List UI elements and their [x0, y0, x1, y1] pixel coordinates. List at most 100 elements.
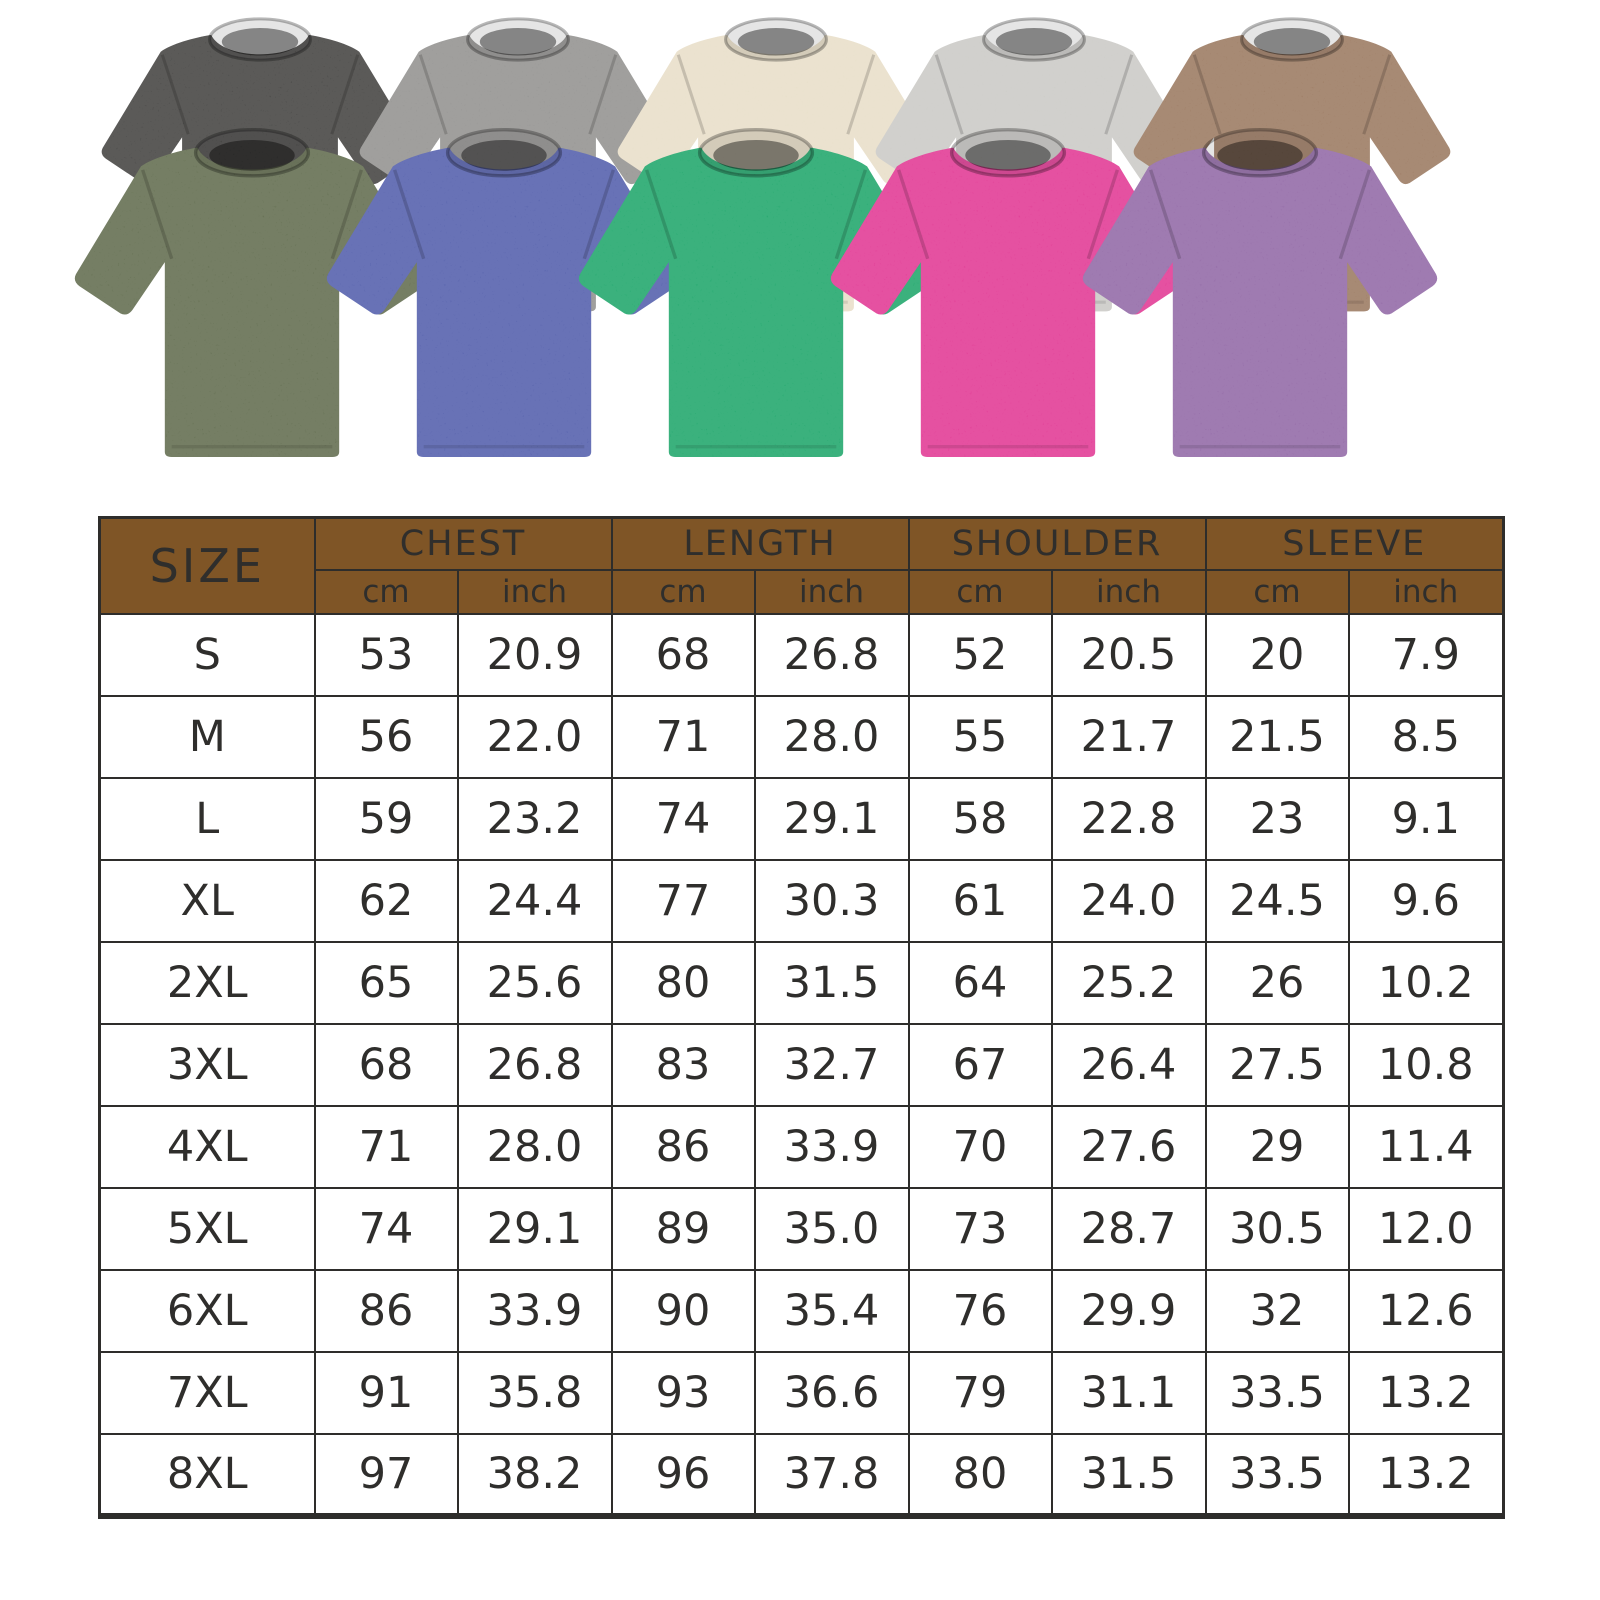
value-cell: 35.8	[456, 1350, 613, 1435]
size-cell: 8XL	[98, 1432, 316, 1517]
value-cell: 73	[907, 1186, 1053, 1271]
value-cell: 24.5	[1204, 858, 1350, 943]
header-group-row: SIZE CHEST LENGTH SHOULDER SLEEVE	[98, 516, 1505, 615]
value-cell: 52	[907, 612, 1053, 697]
value-cell: 32	[1204, 1268, 1350, 1353]
value-cell: 26.4	[1050, 1022, 1207, 1107]
table-row: 5XL 74 29.1 89 35.0 73 28.7 30.5 12.0	[98, 1186, 1505, 1271]
size-cell: S	[98, 612, 316, 697]
value-cell: 86	[610, 1104, 756, 1189]
value-cell: 97	[313, 1432, 459, 1517]
value-cell: 28.0	[456, 1104, 613, 1189]
value-cell: 71	[313, 1104, 459, 1189]
unit-chest-inch: inch	[456, 568, 613, 615]
value-cell: 10.8	[1347, 1022, 1505, 1107]
value-cell: 30.3	[753, 858, 910, 943]
value-cell: 28.7	[1050, 1186, 1207, 1271]
header-shoulder: SHOULDER	[907, 516, 1207, 571]
value-cell: 11.4	[1347, 1104, 1505, 1189]
value-cell: 80	[610, 940, 756, 1025]
value-cell: 55	[907, 694, 1053, 779]
value-cell: 35.4	[753, 1268, 910, 1353]
value-cell: 27.5	[1204, 1022, 1350, 1107]
value-cell: 32.7	[753, 1022, 910, 1107]
size-cell: 7XL	[98, 1350, 316, 1435]
value-cell: 20	[1204, 612, 1350, 697]
value-cell: 24.0	[1050, 858, 1207, 943]
value-cell: 91	[313, 1350, 459, 1435]
table-row: 4XL 71 28.0 86 33.9 70 27.6 29 11.4	[98, 1104, 1505, 1189]
value-cell: 9.1	[1347, 776, 1505, 861]
unit-chest-cm: cm	[313, 568, 459, 615]
value-cell: 29.1	[753, 776, 910, 861]
value-cell: 79	[907, 1350, 1053, 1435]
value-cell: 29.9	[1050, 1268, 1207, 1353]
value-cell: 80	[907, 1432, 1053, 1517]
value-cell: 56	[313, 694, 459, 779]
value-cell: 26.8	[456, 1022, 613, 1107]
value-cell: 12.6	[1347, 1268, 1505, 1353]
value-cell: 10.2	[1347, 940, 1505, 1025]
value-cell: 70	[907, 1104, 1053, 1189]
value-cell: 22.0	[456, 694, 613, 779]
value-cell: 13.2	[1347, 1350, 1505, 1435]
value-cell: 33.9	[753, 1104, 910, 1189]
size-cell: L	[98, 776, 316, 861]
value-cell: 33.9	[456, 1268, 613, 1353]
value-cell: 23.2	[456, 776, 613, 861]
header-sleeve: SLEEVE	[1204, 516, 1505, 571]
size-cell: 2XL	[98, 940, 316, 1025]
value-cell: 30.5	[1204, 1186, 1350, 1271]
value-cell: 28.0	[753, 694, 910, 779]
value-cell: 8.5	[1347, 694, 1505, 779]
value-cell: 35.0	[753, 1186, 910, 1271]
value-cell: 65	[313, 940, 459, 1025]
value-cell: 90	[610, 1268, 756, 1353]
value-cell: 25.2	[1050, 940, 1207, 1025]
header-length: LENGTH	[610, 516, 910, 571]
table-row: M 56 22.0 71 28.0 55 21.7 21.5 8.5	[98, 694, 1505, 779]
unit-shoulder-inch: inch	[1050, 568, 1207, 615]
header-size: SIZE	[98, 516, 316, 615]
value-cell: 26.8	[753, 612, 910, 697]
table-row: XL 62 24.4 77 30.3 61 24.0 24.5 9.6	[98, 858, 1505, 943]
value-cell: 26	[1204, 940, 1350, 1025]
table-row: L 59 23.2 74 29.1 58 22.8 23 9.1	[98, 776, 1505, 861]
value-cell: 29.1	[456, 1186, 613, 1271]
value-cell: 12.0	[1347, 1186, 1505, 1271]
value-cell: 20.5	[1050, 612, 1207, 697]
value-cell: 31.5	[1050, 1432, 1207, 1517]
value-cell: 25.6	[456, 940, 613, 1025]
table-row: 3XL 68 26.8 83 32.7 67 26.4 27.5 10.8	[98, 1022, 1505, 1107]
value-cell: 58	[907, 776, 1053, 861]
value-cell: 33.5	[1204, 1350, 1350, 1435]
table-row: 7XL 91 35.8 93 36.6 79 31.1 33.5 13.2	[98, 1350, 1505, 1435]
value-cell: 9.6	[1347, 858, 1505, 943]
value-cell: 24.4	[456, 858, 613, 943]
unit-sleeve-cm: cm	[1204, 568, 1350, 615]
value-cell: 7.9	[1347, 612, 1505, 697]
value-cell: 31.1	[1050, 1350, 1207, 1435]
value-cell: 83	[610, 1022, 756, 1107]
unit-length-inch: inch	[753, 568, 910, 615]
table-row: 8XL 97 38.2 96 37.8 80 31.5 33.5 13.2	[98, 1432, 1505, 1517]
value-cell: 86	[313, 1268, 459, 1353]
size-cell: 4XL	[98, 1104, 316, 1189]
table-row: S 53 20.9 68 26.8 52 20.5 20 7.9	[98, 612, 1505, 697]
value-cell: 77	[610, 858, 756, 943]
value-cell: 20.9	[456, 612, 613, 697]
value-cell: 22.8	[1050, 776, 1207, 861]
value-cell: 31.5	[753, 940, 910, 1025]
value-cell: 71	[610, 694, 756, 779]
value-cell: 33.5	[1204, 1432, 1350, 1517]
unit-sleeve-inch: inch	[1347, 568, 1505, 615]
header-chest: CHEST	[313, 516, 613, 571]
value-cell: 96	[610, 1432, 756, 1517]
size-chart-section: SIZE CHEST LENGTH SHOULDER SLEEVE cm inc…	[0, 516, 1600, 1519]
value-cell: 37.8	[753, 1432, 910, 1517]
value-cell: 23	[1204, 776, 1350, 861]
size-cell: M	[98, 694, 316, 779]
header-unit-row: cm inch cm inch cm inch cm inch	[100, 568, 1505, 615]
value-cell: 38.2	[456, 1432, 613, 1517]
value-cell: 93	[610, 1350, 756, 1435]
